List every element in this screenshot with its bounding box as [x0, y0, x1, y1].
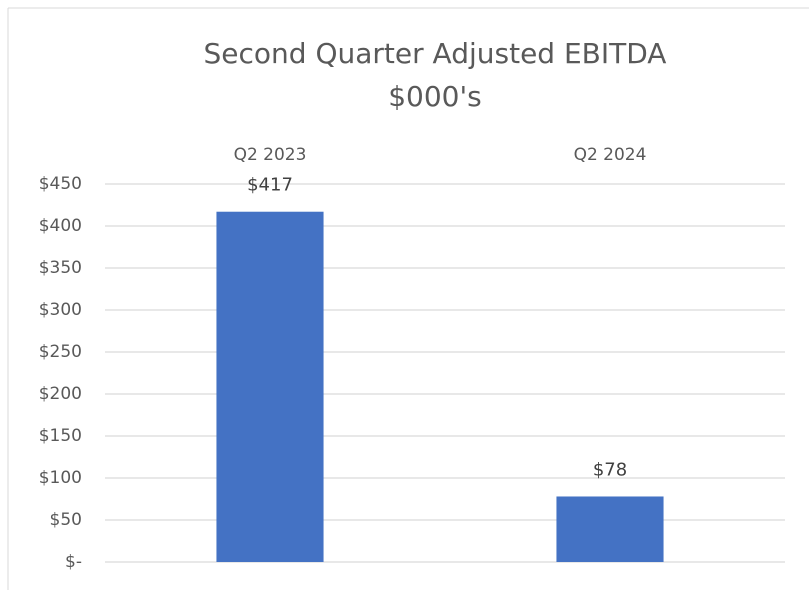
chart-title: Second Quarter Adjusted EBITDA: [204, 37, 667, 70]
x-tick-label: Q2 2024: [574, 145, 647, 165]
y-tick-label: $150: [39, 426, 82, 446]
chart-subtitle: $000's: [388, 80, 482, 113]
y-tick-label: $350: [39, 258, 82, 278]
data-label: $78: [593, 459, 627, 480]
bar: [556, 496, 664, 562]
y-tick-label: $50: [50, 510, 82, 530]
x-tick-label: Q2 2023: [234, 145, 307, 165]
y-tick-label: $450: [39, 174, 82, 194]
bar: [216, 211, 324, 562]
y-tick-label: $100: [39, 468, 82, 488]
y-tick-label: $400: [39, 216, 82, 236]
y-tick-label: $250: [39, 342, 82, 362]
y-tick-label: $-: [65, 552, 82, 572]
y-tick-label: $200: [39, 384, 82, 404]
y-tick-label: $300: [39, 300, 82, 320]
data-label: $417: [247, 175, 293, 196]
